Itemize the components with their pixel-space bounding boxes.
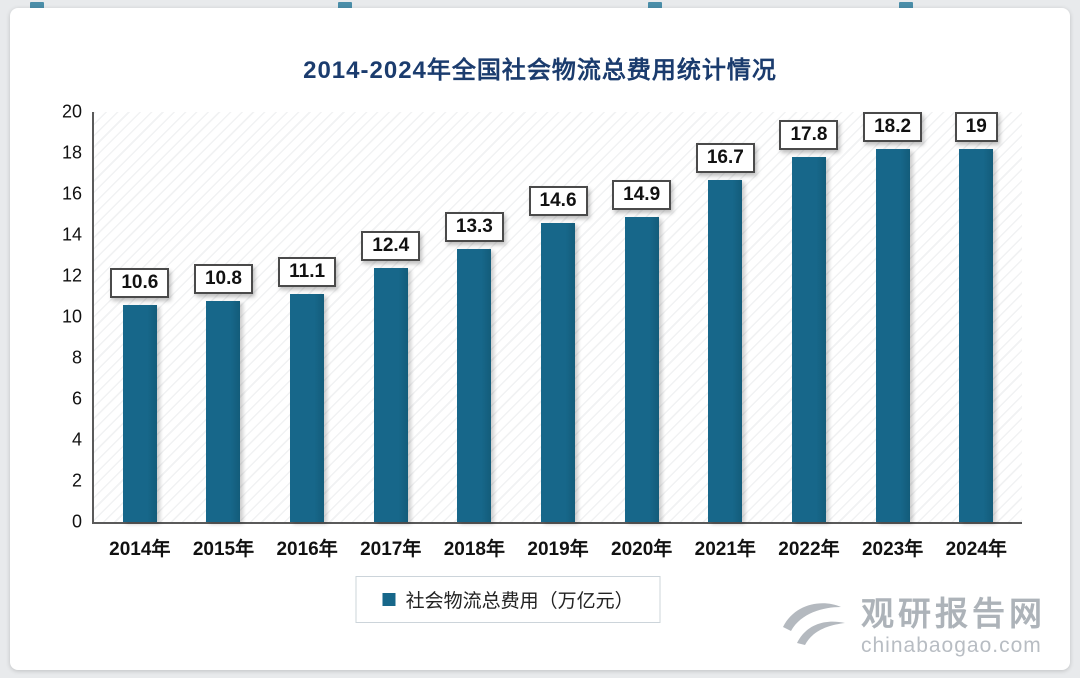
value-label: 17.8 bbox=[779, 120, 839, 151]
x-tick-label: 2023年 bbox=[861, 539, 924, 560]
chart-title: 2014-2024年全国社会物流总费用统计情况 bbox=[303, 57, 777, 84]
x-tick-label: 2024年 bbox=[945, 539, 1007, 560]
bar-column: 10.6 2014年 bbox=[98, 112, 182, 560]
bar-column: 13.3 2018年 bbox=[433, 112, 517, 560]
site-watermark: 观研报告网 chinabaogao.com bbox=[779, 594, 1046, 658]
bar-column: 16.7 2021年 bbox=[683, 112, 767, 560]
bar bbox=[122, 304, 157, 522]
value-label: 19 bbox=[954, 112, 998, 142]
value-label: 14.6 bbox=[528, 185, 588, 216]
y-tick-label: 20 bbox=[61, 101, 82, 122]
x-tick-label: 2017年 bbox=[360, 539, 422, 560]
watermark-domain: chinabaogao.com bbox=[861, 634, 1042, 657]
bar-column: 11.1 2016年 bbox=[265, 112, 349, 560]
value-label: 13.3 bbox=[444, 212, 504, 243]
bar bbox=[959, 149, 994, 522]
watermark-fragment bbox=[648, 2, 662, 9]
legend-label: 社会物流总费用（万亿元） bbox=[405, 591, 634, 612]
x-tick-label: 2022年 bbox=[778, 539, 840, 560]
legend-marker-icon bbox=[382, 593, 396, 606]
bar bbox=[875, 149, 910, 522]
value-label: 11.1 bbox=[278, 257, 337, 288]
x-tick-label: 2018年 bbox=[443, 539, 506, 560]
y-tick-label: 8 bbox=[71, 347, 82, 368]
watermark-text: 观研报告网 chinabaogao.com bbox=[861, 594, 1046, 658]
x-tick-label: 2019年 bbox=[527, 539, 589, 560]
bar bbox=[541, 222, 576, 522]
bar bbox=[206, 300, 241, 522]
bar bbox=[290, 294, 325, 522]
y-tick-label: 18 bbox=[61, 142, 82, 163]
x-tick-label: 2021年 bbox=[694, 539, 756, 560]
legend: 社会物流总费用（万亿元） bbox=[355, 576, 661, 623]
watermark-fragment bbox=[338, 2, 352, 9]
y-tick-label: 4 bbox=[71, 429, 82, 450]
bar bbox=[373, 267, 408, 522]
x-tick-label: 2015年 bbox=[192, 539, 255, 560]
bar-column: 19 2024年 bbox=[934, 112, 1018, 560]
bar-column: 17.8 2022年 bbox=[767, 112, 851, 560]
watermark-logo-icon bbox=[779, 597, 853, 656]
plot-area: 0 2 4 6 8 10 12 14 16 18 20 10.6 2014年 10.8 2015年 11.1… bbox=[62, 102, 1022, 560]
bar bbox=[457, 249, 492, 522]
value-label: 12.4 bbox=[361, 230, 421, 261]
y-tick-label: 12 bbox=[61, 265, 82, 286]
watermark-fragment bbox=[899, 2, 913, 9]
bar bbox=[791, 157, 826, 522]
value-label: 10.6 bbox=[110, 267, 170, 298]
x-tick-label: 2020年 bbox=[611, 539, 673, 560]
bar-column: 12.4 2017年 bbox=[349, 112, 433, 560]
bar-columns: 10.6 2014年 10.8 2015年 11.1 2016年 12.4 2017年 13.3… bbox=[94, 112, 1022, 560]
y-tick-label: 10 bbox=[61, 306, 82, 327]
bar bbox=[624, 216, 659, 522]
x-tick-label: 2014年 bbox=[109, 539, 171, 560]
watermark-fragment bbox=[30, 2, 44, 9]
value-label: 14.9 bbox=[612, 179, 672, 210]
y-tick-label: 16 bbox=[61, 183, 82, 204]
bar-column: 14.6 2019年 bbox=[516, 112, 600, 560]
y-tick-label: 2 bbox=[71, 470, 82, 491]
value-label: 16.7 bbox=[695, 142, 755, 173]
bar-column: 10.8 2015年 bbox=[182, 112, 266, 560]
bar bbox=[708, 179, 743, 522]
bar-column: 18.2 2023年 bbox=[851, 112, 935, 560]
y-tick-label: 14 bbox=[61, 224, 82, 245]
y-tick-label: 6 bbox=[71, 388, 82, 409]
bar-column: 14.9 2020年 bbox=[600, 112, 684, 560]
y-tick-label: 0 bbox=[71, 511, 82, 532]
x-tick-label: 2016年 bbox=[276, 539, 338, 560]
value-label: 10.8 bbox=[193, 263, 253, 294]
watermark-site-name: 观研报告网 bbox=[861, 594, 1046, 632]
chart-card: 2014-2024年全国社会物流总费用统计情况 0 2 4 6 8 10 12 14 16 18 2… bbox=[10, 8, 1070, 670]
value-label: 18.2 bbox=[863, 112, 923, 142]
